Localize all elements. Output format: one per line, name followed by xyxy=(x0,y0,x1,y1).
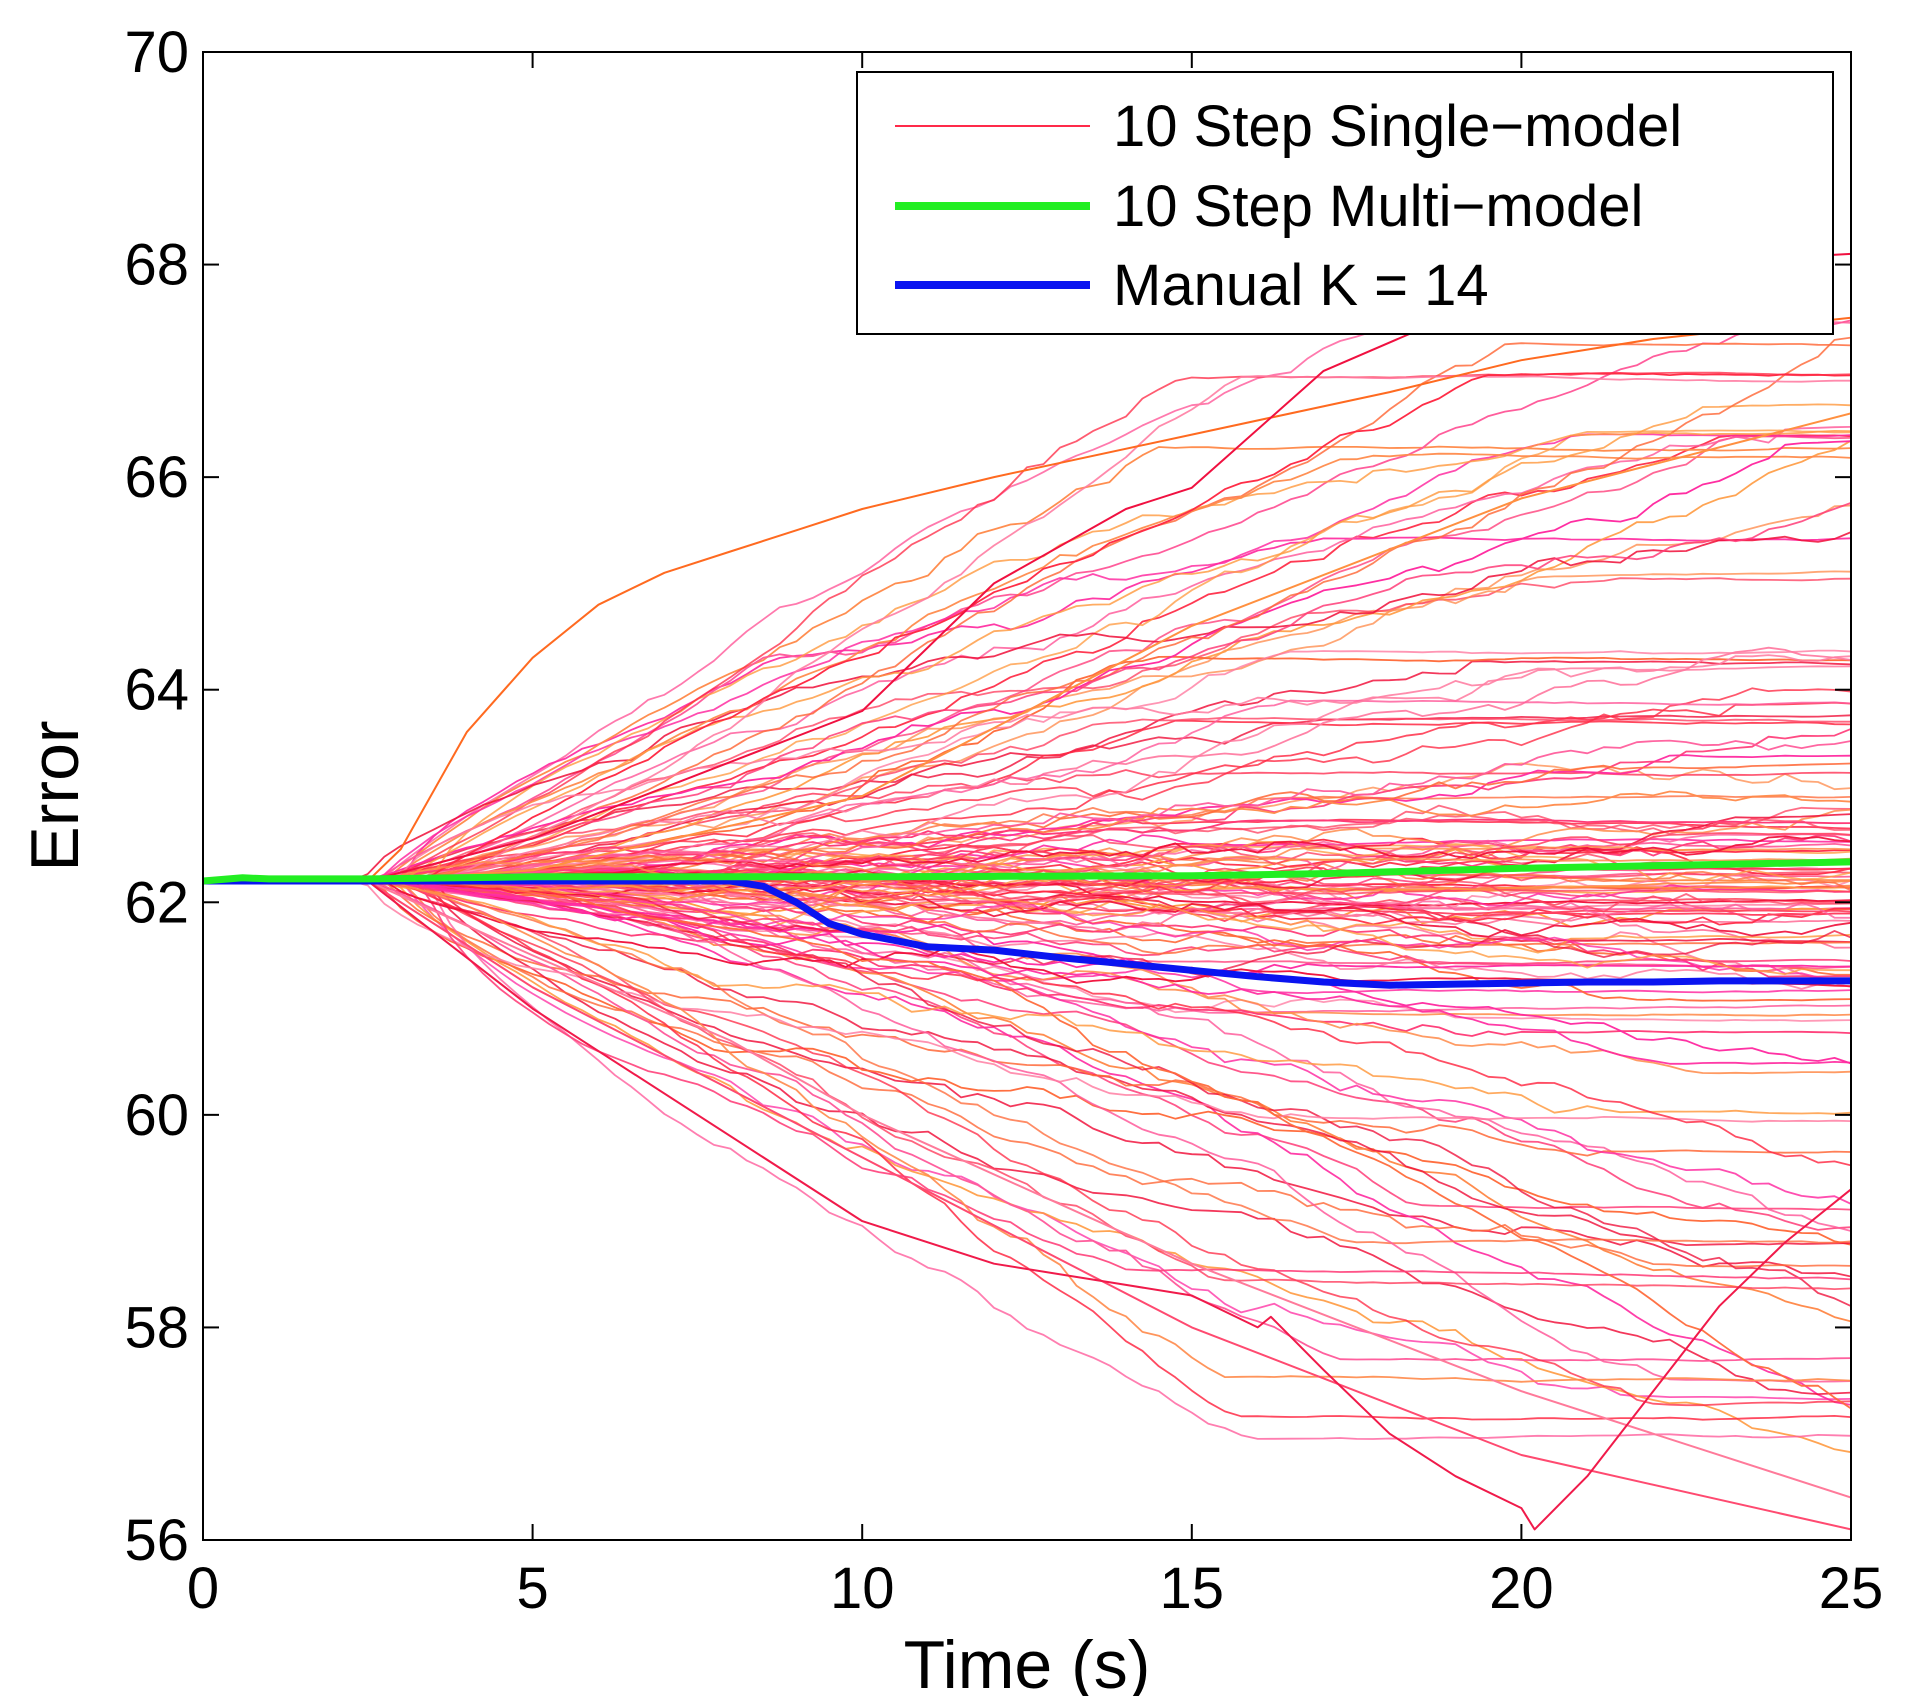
single-model-line xyxy=(203,536,1851,882)
legend-box xyxy=(856,71,1834,335)
single-model-line xyxy=(203,880,1851,1499)
single-model-line xyxy=(203,252,1851,882)
single-model-line xyxy=(203,880,1851,1454)
y-axis: 56 58 60 62 64 66 68 70 xyxy=(124,20,1851,1573)
single-model-line xyxy=(203,880,1851,1531)
single-model-line xyxy=(203,714,1851,882)
single-model-line xyxy=(203,429,1851,882)
single-model-line xyxy=(203,336,1851,882)
single-model-line xyxy=(203,880,1851,1157)
single-model-line xyxy=(203,880,1851,1037)
single-model-line xyxy=(203,880,1851,976)
single-model-line xyxy=(203,880,1851,1395)
single-model-line xyxy=(203,412,1851,882)
legend-label-multi-model: 10 Step Multi−model xyxy=(1113,174,1643,239)
single-model-line xyxy=(203,372,1851,882)
y-tick-label: 60 xyxy=(124,1083,189,1148)
single-model-line xyxy=(203,504,1851,882)
single-model-line xyxy=(203,880,1851,1246)
x-tick-label: 5 xyxy=(516,1556,548,1621)
single-model-trajectories xyxy=(203,252,1851,1531)
x-tick-label: 10 xyxy=(830,1556,895,1621)
x-tick-label: 20 xyxy=(1489,1556,1554,1621)
single-model-line xyxy=(203,880,1851,1245)
y-tick-label: 68 xyxy=(124,233,189,298)
y-tick-label: 66 xyxy=(124,445,189,510)
manual-k-series xyxy=(203,877,1851,989)
single-model-line xyxy=(203,375,1851,882)
y-axis-label: Error xyxy=(17,720,93,871)
y-tick-label: 64 xyxy=(124,658,189,723)
y-tick-label: 62 xyxy=(124,870,189,935)
single-model-line xyxy=(203,426,1851,882)
single-model-line xyxy=(203,880,1851,1531)
legend-label-single-model: 10 Step Single−model xyxy=(1113,94,1682,159)
single-model-line xyxy=(203,654,1851,882)
multi-model-line xyxy=(203,858,1851,885)
y-tick-label: 56 xyxy=(124,1508,189,1573)
y-tick-label: 70 xyxy=(124,20,189,85)
multi-model-series xyxy=(203,858,1851,885)
single-model-line xyxy=(203,342,1851,882)
single-model-line xyxy=(203,531,1851,882)
single-model-line xyxy=(203,880,1851,965)
single-model-line xyxy=(203,880,1851,1268)
single-model-line xyxy=(203,430,1851,882)
x-tick-label: 25 xyxy=(1819,1556,1884,1621)
single-model-line xyxy=(203,435,1851,882)
single-model-line xyxy=(203,316,1851,882)
single-model-line xyxy=(203,880,1851,1410)
single-model-line xyxy=(203,880,1851,1246)
x-tick-label: 0 xyxy=(187,1556,219,1621)
single-model-line xyxy=(203,403,1851,882)
y-tick-label: 58 xyxy=(124,1295,189,1360)
legend-label-manual-k: Manual K = 14 xyxy=(1113,253,1489,318)
single-model-line xyxy=(203,880,1851,1383)
x-tick-label: 15 xyxy=(1160,1556,1225,1621)
plot-frame xyxy=(202,51,1852,1541)
single-model-line xyxy=(203,880,1851,1407)
single-model-line xyxy=(203,880,1851,1065)
single-model-line xyxy=(203,880,1851,1281)
legend: 10 Step Single−model 10 Step Multi−model… xyxy=(856,71,1834,335)
x-axis: 0 5 10 15 20 25 xyxy=(187,52,1883,1621)
single-model-line xyxy=(203,880,1851,1421)
single-model-line xyxy=(203,649,1851,882)
single-model-line xyxy=(203,880,1851,1167)
manual-k-line xyxy=(203,877,1851,989)
single-model-line xyxy=(203,880,1851,1115)
single-model-line xyxy=(203,880,1851,1440)
x-axis-label: Time (s) xyxy=(904,1627,1151,1696)
